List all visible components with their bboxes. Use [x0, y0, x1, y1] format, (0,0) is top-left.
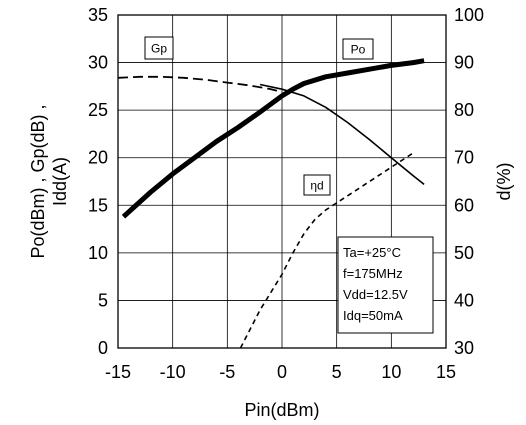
tick-labels: -15 -10 -5 0 5 10 15 0 5 10 15 20 25 30 35 30 40 50 60 70 80… — [88, 5, 484, 382]
y-right-tick-label: 80 — [454, 100, 474, 120]
condition-frequency: f=175MHz — [343, 266, 403, 281]
series-label-gp-text: Gp — [151, 42, 167, 56]
y-left-tick-label: 0 — [98, 338, 108, 358]
y-axis-title-left-line-2: Idd(A) — [50, 157, 70, 206]
condition-vdd: Vdd=12.5V — [343, 287, 408, 302]
plot-frame — [117, 14, 447, 349]
x-tick-label: -10 — [160, 362, 186, 382]
x-tick-label: 5 — [332, 362, 342, 382]
x-tick-label: 15 — [436, 362, 456, 382]
y-right-tick-label: 40 — [454, 290, 474, 310]
condition-temperature: Ta=+25°C — [343, 245, 401, 260]
x-tick-label: 0 — [277, 362, 287, 382]
series-line-po — [121, 58, 425, 219]
x-tick-label: -15 — [105, 362, 131, 382]
y-right-tick-label: 60 — [454, 195, 474, 215]
series-line-idd — [259, 83, 425, 186]
y-right-tick-label: 90 — [454, 53, 474, 73]
y-right-tick-label: 50 — [454, 243, 474, 263]
x-tick-label: 10 — [381, 362, 401, 382]
x-tick-label: -5 — [219, 362, 235, 382]
grid — [117, 14, 447, 349]
conditions-box: Ta=+25°C f=175MHz Vdd=12.5V Idq=50mA — [337, 236, 434, 334]
y-left-tick-label: 10 — [88, 243, 108, 263]
y-right-tick-label: 70 — [454, 148, 474, 168]
series-label-gp: Gp — [144, 36, 174, 60]
series-line-d — [239, 152, 414, 349]
y-left-tick-label: 5 — [98, 290, 108, 310]
y-axis-title-left-line-1: Po(dBm) , Gp(dB) , — [28, 104, 48, 258]
condition-idq: Idq=50mA — [343, 308, 403, 323]
y-right-tick-label: 100 — [454, 5, 484, 25]
series-label-po-text: Po — [351, 43, 366, 57]
y-left-tick-label: 35 — [88, 5, 108, 25]
y-left-tick-label: 20 — [88, 148, 108, 168]
series-label-eta: ηd — [303, 174, 331, 196]
y-left-tick-label: 15 — [88, 195, 108, 215]
y-left-tick-label: 25 — [88, 100, 108, 120]
series-label-eta-text: ηd — [310, 179, 323, 193]
series-lines — [117, 58, 425, 349]
y-right-tick-label: 30 — [454, 338, 474, 358]
y-axis-title-right: d(%) — [494, 162, 514, 200]
x-axis-title: Pin(dBm) — [244, 400, 319, 420]
y-left-tick-label: 30 — [88, 53, 108, 73]
series-label-po: Po — [342, 38, 374, 60]
series-line-gp — [117, 75, 283, 93]
y-axis-title-left: Po(dBm) , Gp(dB) , Idd(A) — [28, 104, 70, 258]
